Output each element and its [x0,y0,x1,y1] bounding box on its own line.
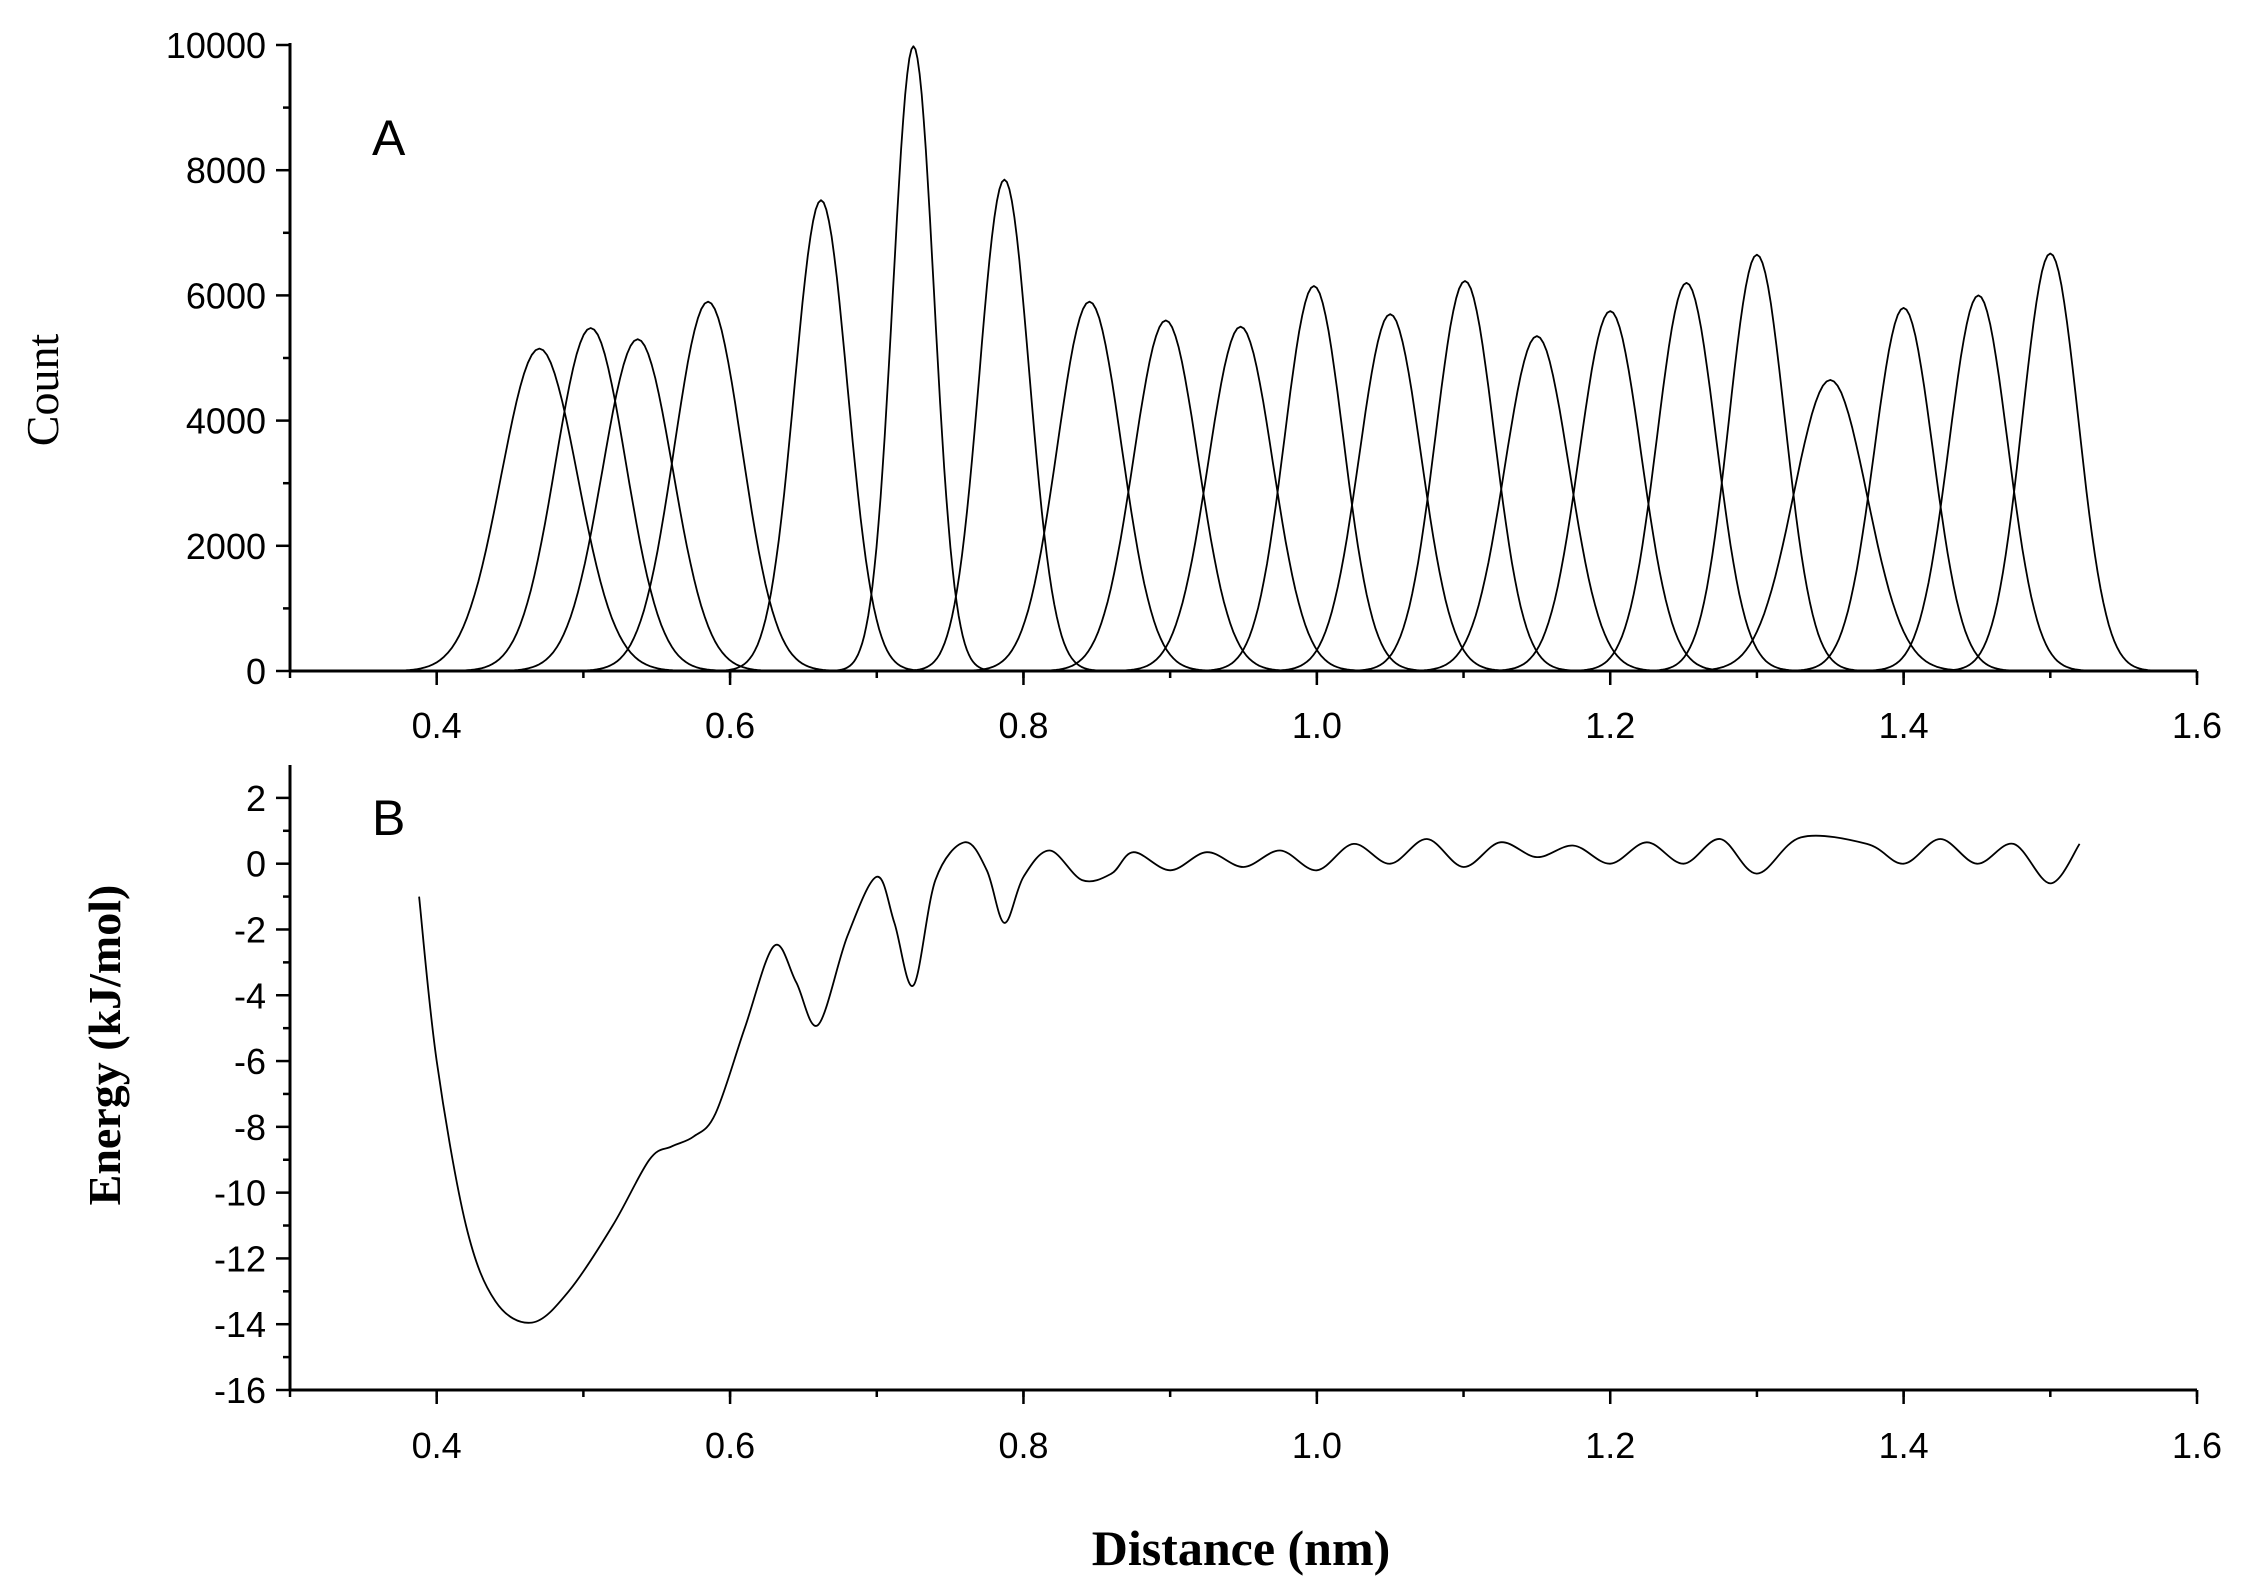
panel-b-x-tick-label: 1.0 [1292,1425,1342,1466]
panel-b-x-tick-label: 0.8 [998,1425,1048,1466]
panel-b-x-tick-label: 1.6 [2172,1425,2222,1466]
panel-a-y-tick-label: 10000 [166,25,266,66]
histogram-curve [1486,310,1734,672]
panel-b-x-tick-label: 1.2 [1585,1425,1635,1466]
histogram-curve [1786,307,2022,672]
histogram-curve [1111,325,1370,672]
panel-a-x-tick-label: 1.4 [1879,705,1929,746]
panel-a-y-tick-label: 6000 [186,275,266,316]
panel-b-y-ticks: 2 0 -2 -4 -6 -8 -10 -12 -14 -16 [214,778,290,1411]
panel-a-x-tick-label: 1.2 [1585,705,1635,746]
panel-a-x-tick-label: 0.8 [998,705,1048,746]
panel-b-y-tick-label: 0 [246,844,266,885]
panel-a-y-tick-label: 2000 [186,526,266,567]
histogram-curve [1407,335,1667,672]
panel-b-y-tick-label: -6 [234,1041,266,1082]
panel-a-y-ticks: 0 2000 4000 6000 8000 10000 [166,25,290,692]
panel-a-curves [386,45,2162,672]
panel-b-y-axis-title: Energy (kJ/mol) [79,885,130,1206]
histogram-curve [1347,280,1583,672]
panel-b-energy-curve [418,834,2081,1324]
histogram-curve [831,45,996,672]
panel-a-x-tick-label: 1.6 [2172,705,2222,746]
panel-a-letter: A [372,110,406,166]
panel-a-x-tick-label: 0.4 [412,705,462,746]
panel-b-y-tick-label: -14 [214,1304,266,1345]
histogram-curve [904,178,1105,672]
histogram-curve [496,338,779,672]
histogram-curve [1196,285,1432,672]
panel-b-x-tick-label: 0.4 [412,1425,462,1466]
histogram-curve [386,347,692,672]
panel-a-y-tick-label: 4000 [186,401,266,442]
panel-b-y-tick-label: 2 [246,778,266,819]
panel-b-letter: B [372,790,405,846]
histogram-curve [715,199,927,672]
panel-a-y-tick-label: 0 [246,651,266,692]
panel-b-x-tick-label: 1.4 [1879,1425,1929,1466]
panel-b-y-tick-label: -10 [214,1173,266,1214]
histogram-curve [1861,294,2096,672]
panel-a-y-axis-title: Count [17,334,68,447]
panel-b-x-axis-title: Distance (nm) [1092,1520,1391,1576]
histogram-curve [573,300,844,672]
panel-b-x-ticks: 0.4 0.6 0.8 1.0 1.2 1.4 1.6 [288,1390,2222,1466]
histogram-curve [1036,319,1295,672]
histogram-curve [1645,253,1869,672]
panel-a-x-tick-label: 0.6 [705,705,755,746]
panel-b-energy: 0.4 0.6 0.8 1.0 1.2 1.4 1.6 2 0 -2 -4 -6 -8 -10 -12 -1… [79,765,2222,1576]
histogram-curve [1569,282,1804,672]
panel-b-y-tick-label: -8 [234,1107,266,1148]
histogram-curve [960,300,1219,672]
histogram-curve [1938,252,2162,672]
histogram-curve [449,327,732,672]
panel-b-y-tick-label: -4 [234,975,266,1016]
panel-a-histograms: 0.4 0.6 0.8 1.0 1.2 1.4 1.6 0 2000 4000 6000 8000 1… [17,25,2222,746]
histogram-curve [1683,379,1977,672]
panel-a-y-tick-label: 8000 [186,150,266,191]
panel-b-x-tick-label: 0.6 [705,1425,755,1466]
panel-b-y-tick-label: -12 [214,1238,266,1279]
histogram-curve [1266,313,1514,672]
panel-b-y-tick-label: -2 [234,909,266,950]
panel-a-x-tick-label: 1.0 [1292,705,1342,746]
panel-b-y-tick-label: -16 [214,1370,266,1411]
panel-a-x-ticks: 0.4 0.6 0.8 1.0 1.2 1.4 1.6 [288,671,2222,746]
